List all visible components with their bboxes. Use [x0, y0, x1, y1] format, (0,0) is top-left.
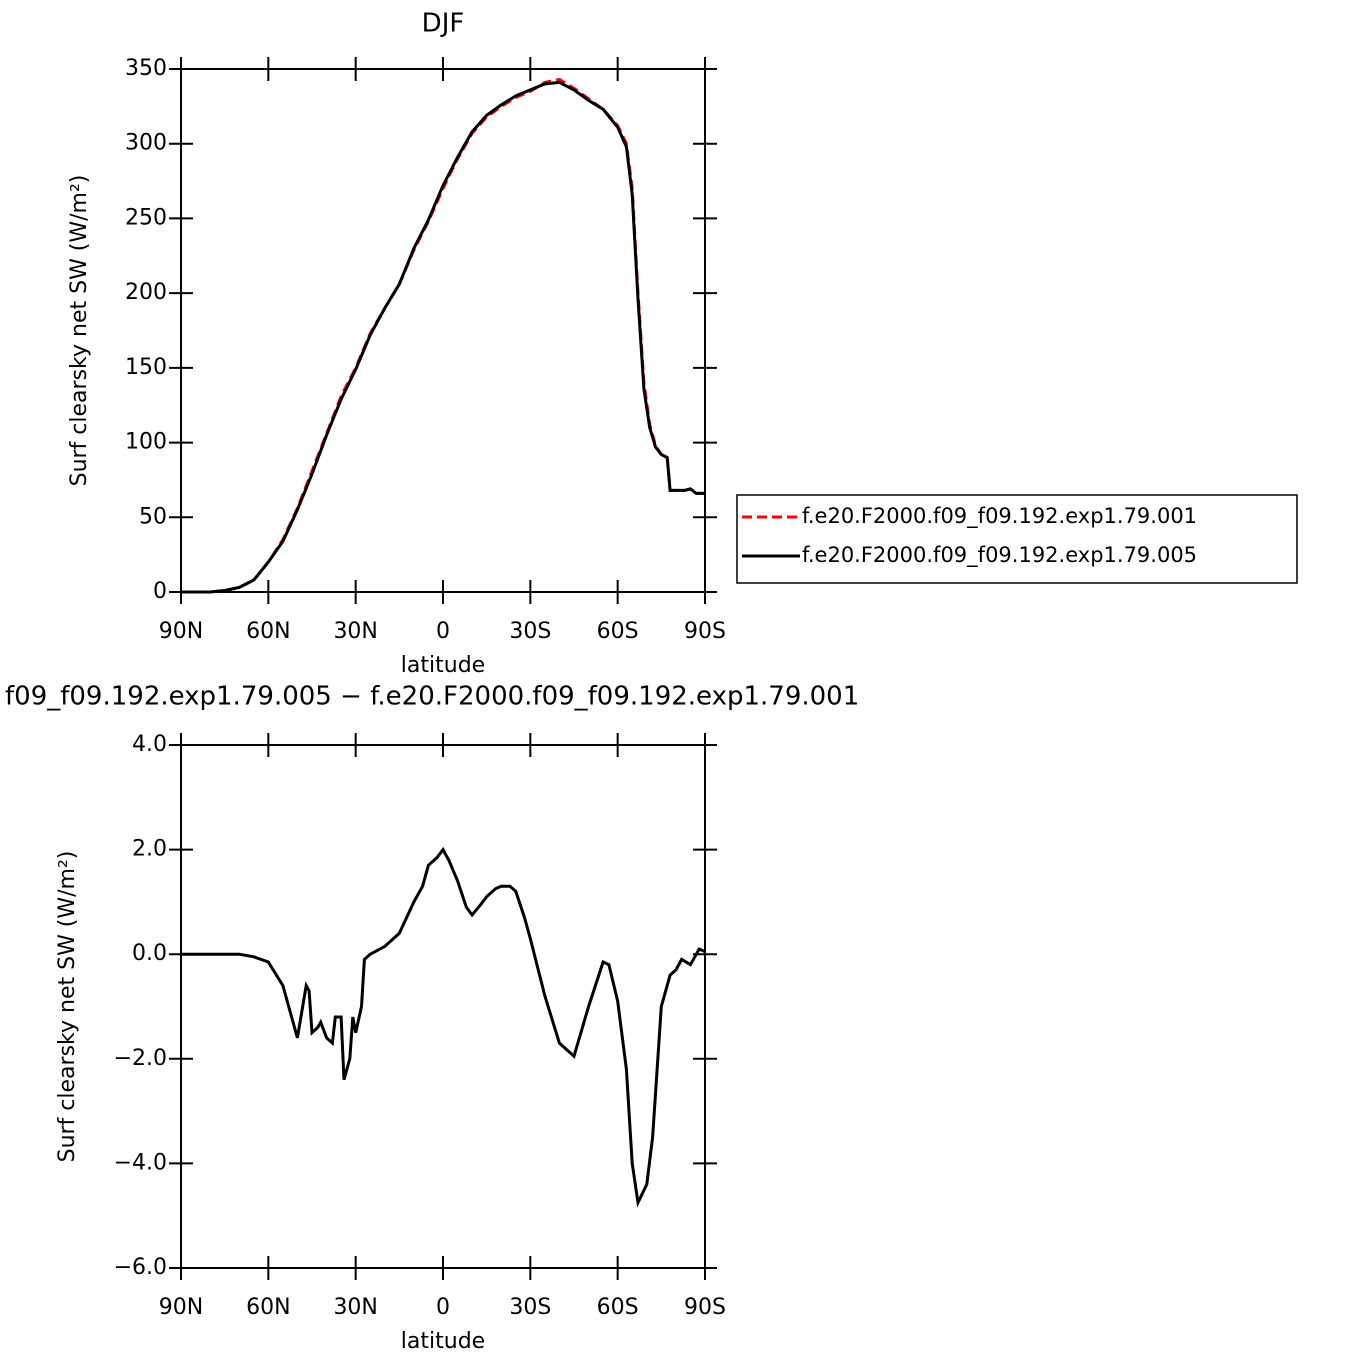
y-tick-label: 350 [125, 56, 167, 81]
x-axis-label: latitude [401, 1329, 485, 1354]
x-tick-label: 60S [597, 619, 639, 644]
x-tick-label: 30S [509, 619, 551, 644]
y-tick-label: 250 [125, 205, 167, 230]
legend-box [736, 494, 1298, 584]
series-line [181, 846, 706, 1208]
x-tick-label: 60N [246, 1295, 290, 1320]
y-tick-label: 200 [125, 280, 167, 305]
y-tick-label: 50 [139, 504, 167, 529]
x-tick-label: 0 [436, 1295, 450, 1320]
y-axis-label: Surf clearsky net SW (W/m²) [67, 175, 92, 487]
legend-label: f.e20.F2000.f09_f09.192.exp1.79.001 [802, 504, 1197, 529]
y-tick-label: 4.0 [132, 732, 167, 757]
x-tick-label: 60S [597, 1295, 639, 1320]
y-tick-label: 100 [125, 430, 167, 455]
y-tick-label: 2.0 [132, 837, 167, 862]
legend-label: f.e20.F2000.f09_f09.192.exp1.79.005 [802, 543, 1197, 568]
x-tick-label: 90N [159, 1295, 203, 1320]
x-tick-label: 90N [159, 619, 203, 644]
y-tick-label: −2.0 [114, 1046, 167, 1071]
x-axis-label: latitude [401, 653, 485, 678]
y-tick-label: 0 [153, 579, 167, 604]
x-tick-label: 30N [333, 1295, 377, 1320]
plot-frame [180, 744, 706, 1269]
x-tick-label: 0 [436, 619, 450, 644]
y-axis-label: Surf clearsky net SW (W/m²) [55, 851, 80, 1163]
y-tick-label: −6.0 [114, 1255, 167, 1280]
chart-title: f09_f09.192.exp1.79.005 − f.e20.F2000.f0… [5, 682, 859, 712]
x-tick-label: 90S [684, 1295, 726, 1320]
y-tick-label: 150 [125, 355, 167, 380]
x-tick-label: 30N [333, 619, 377, 644]
chart-title: DJF [422, 9, 465, 39]
series-line [181, 80, 705, 594]
y-tick-label: 300 [125, 131, 167, 156]
x-tick-label: 90S [684, 619, 726, 644]
x-tick-label: 30S [509, 1295, 551, 1320]
y-tick-label: 0.0 [132, 941, 167, 966]
y-tick-label: −4.0 [114, 1150, 167, 1175]
x-tick-label: 60N [246, 619, 290, 644]
